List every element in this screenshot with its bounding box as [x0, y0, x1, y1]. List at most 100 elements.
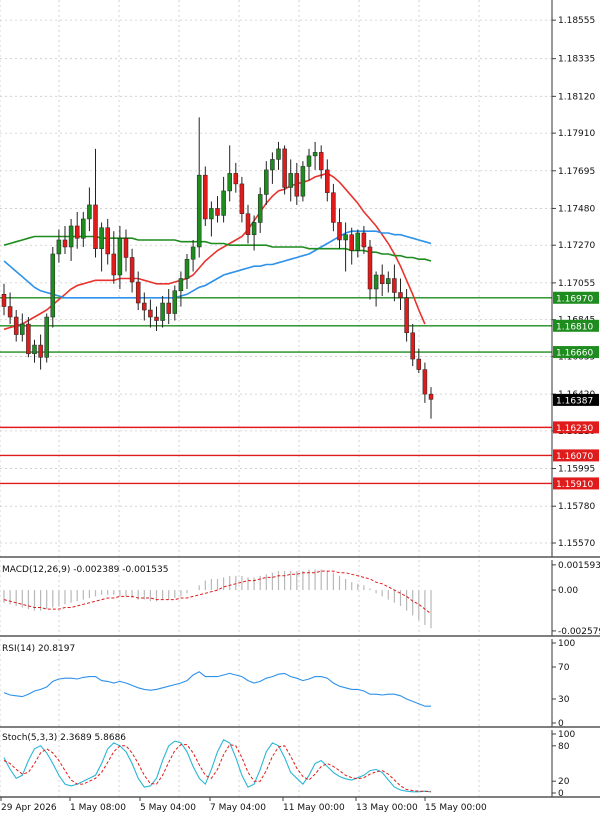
stoch-d-line	[3, 744, 432, 793]
price-level-tag	[553, 291, 599, 304]
candle-body	[93, 204, 98, 249]
candle-body	[410, 332, 415, 360]
candle-body	[135, 281, 141, 304]
price-tick-label: 1.18335	[558, 55, 595, 65]
candle-body	[32, 344, 37, 355]
candle-body	[26, 323, 31, 355]
rsi-tick-label: 30	[558, 695, 570, 705]
candle-body	[367, 246, 373, 290]
stoch-tick-label: 20	[558, 777, 570, 787]
price-level-label: 1.16970	[556, 294, 593, 304]
candle-body	[386, 278, 391, 285]
candle-body	[318, 152, 324, 171]
price-tick-label: 1.15570	[558, 539, 595, 549]
price-level-label: 1.16230	[556, 424, 593, 434]
candle-body	[196, 174, 202, 248]
candle-body	[123, 237, 129, 258]
candle-body	[251, 222, 257, 235]
candle-body	[392, 278, 397, 293]
candle-body	[422, 369, 428, 395]
price-level-tag	[553, 421, 599, 434]
candle-body	[276, 148, 281, 160]
price-tick-label: 1.17480	[558, 204, 595, 214]
price-level-label: 1.16810	[556, 322, 593, 332]
stoch-title-label: Stoch(5,3,3) 2.3689 5.8686	[2, 733, 126, 743]
price-tick-label: 1.18120	[558, 92, 595, 102]
candle-body	[404, 297, 409, 334]
candle-body	[87, 204, 92, 220]
candle-body	[74, 225, 80, 239]
candle-body	[81, 218, 86, 239]
candle-body	[166, 302, 171, 314]
candle-body	[20, 323, 25, 335]
macd-signal-line	[3, 570, 432, 615]
candle-body	[38, 344, 43, 358]
candle-body	[148, 309, 153, 318]
stoch-k-line	[3, 739, 432, 793]
price-level-tag	[553, 319, 599, 332]
candle-body	[349, 234, 354, 251]
candle-body	[428, 393, 434, 400]
candle-body	[209, 208, 214, 220]
candle-body	[257, 194, 263, 223]
candle-body	[1, 294, 7, 307]
candle-body	[312, 152, 318, 157]
stoch-tick-label: 100	[558, 730, 575, 740]
price-tick-label: 1.15995	[558, 465, 595, 475]
candle-body	[331, 192, 336, 223]
candle-body	[264, 169, 269, 195]
candle-body	[190, 246, 196, 260]
candle-body	[294, 173, 300, 197]
candle-body	[142, 302, 147, 311]
candle-body	[184, 258, 190, 279]
time-axis-label: 11 May 00:00	[283, 803, 345, 813]
time-axis-label: 7 May 04:00	[210, 803, 266, 813]
time-axis-label: 29 Apr 2026	[1, 803, 57, 813]
rsi-tick-label: 70	[558, 663, 570, 673]
candle-body	[245, 213, 251, 235]
price-tick-label: 1.15780	[558, 502, 595, 512]
candle-body	[129, 257, 135, 283]
rsi-line	[3, 671, 431, 707]
candle-body	[300, 166, 306, 197]
candle-body	[7, 306, 13, 318]
price-level-label: 1.16660	[556, 349, 593, 359]
candle-body	[379, 274, 385, 285]
candle-body	[13, 316, 19, 335]
candle-body	[56, 239, 62, 255]
time-axis-label: 1 May 08:00	[70, 803, 126, 813]
macd-tick-label: 0.00	[558, 586, 578, 596]
candle-body	[337, 222, 342, 241]
candle-body	[343, 234, 348, 241]
candle-body	[373, 274, 379, 290]
candle-body	[288, 173, 293, 188]
current-price-label: 1.16387	[556, 396, 593, 406]
candle-body	[62, 239, 68, 248]
candle-body	[270, 159, 275, 171]
price-tick-label: 1.17270	[558, 241, 595, 251]
rsi-tick-label: 0	[558, 719, 564, 729]
price-level-tag	[553, 477, 599, 490]
candle-body	[221, 190, 226, 216]
stoch-tick-label: 80	[558, 742, 570, 752]
candle-body	[416, 358, 422, 370]
macd-tick-label: -0.002579	[558, 627, 600, 637]
candle-body	[215, 208, 220, 216]
price-level-label: 1.16070	[556, 452, 593, 462]
candle-body	[355, 232, 361, 251]
candle-body	[172, 290, 178, 314]
candle-body	[282, 148, 287, 188]
rsi-tick-label: 100	[558, 639, 575, 649]
candle-body	[203, 174, 208, 220]
candle-body	[117, 237, 123, 276]
candle-body	[227, 173, 232, 192]
price-tick-label: 1.17910	[558, 129, 595, 139]
candle-body	[178, 278, 184, 292]
price-level-tag	[553, 449, 599, 462]
price-tick-label: 1.17055	[558, 279, 595, 289]
time-axis-label: 15 May 00:00	[425, 803, 487, 813]
candle-body	[105, 227, 110, 255]
